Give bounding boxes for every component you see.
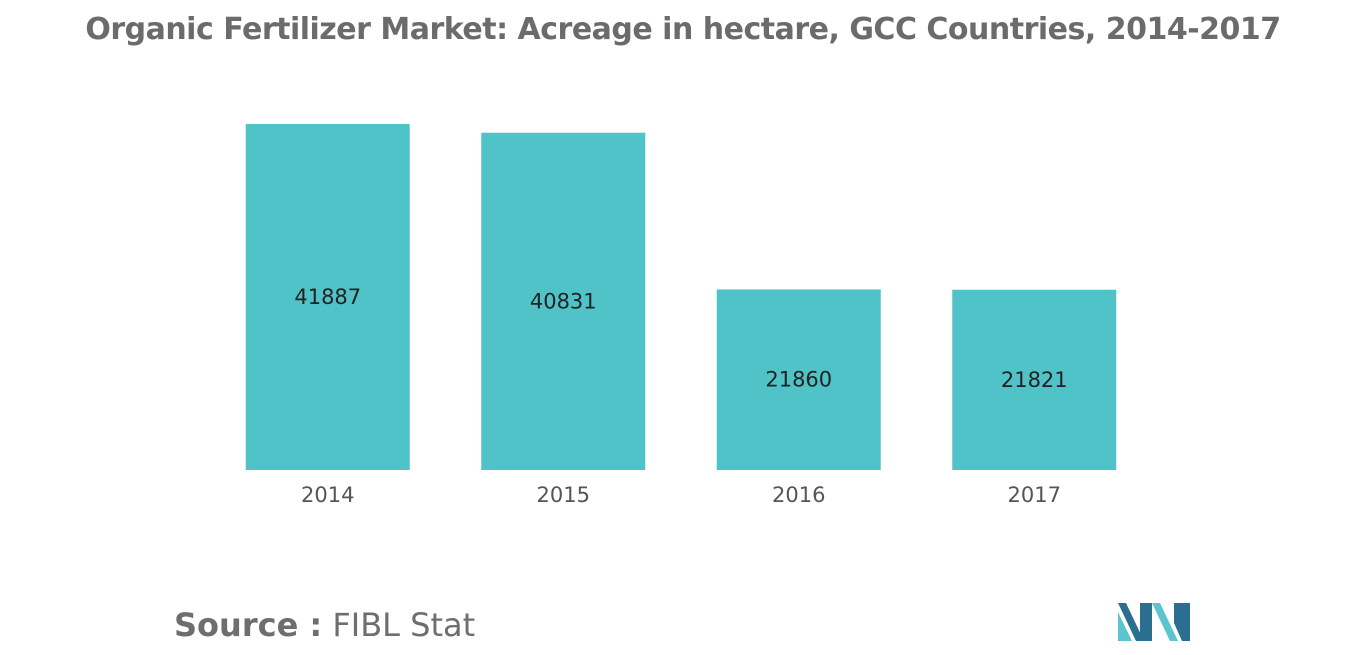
- bar-2014: [245, 124, 410, 470]
- source-value: FIBL Stat: [332, 606, 476, 644]
- x-tick-label-2014: 2014: [301, 483, 354, 507]
- source-note: Source : FIBL Stat: [174, 606, 475, 644]
- chart-title: Organic Fertilizer Market: Acreage in he…: [85, 12, 1281, 47]
- source-label: Source :: [174, 606, 323, 644]
- data-label-2016: 21860: [765, 368, 832, 392]
- bar-2015: [481, 132, 646, 470]
- x-tick-label-2016: 2016: [772, 483, 825, 507]
- x-tick-label-2017: 2017: [1008, 483, 1061, 507]
- data-label-2014: 41887: [294, 285, 361, 309]
- x-tick-label-2015: 2015: [537, 483, 590, 507]
- data-label-2015: 40831: [530, 289, 597, 313]
- mordor-intelligence-logo-icon: [1118, 603, 1190, 641]
- bar-2016: [716, 289, 881, 470]
- bar-2017: [952, 289, 1117, 470]
- data-label-2017: 21821: [1001, 368, 1068, 392]
